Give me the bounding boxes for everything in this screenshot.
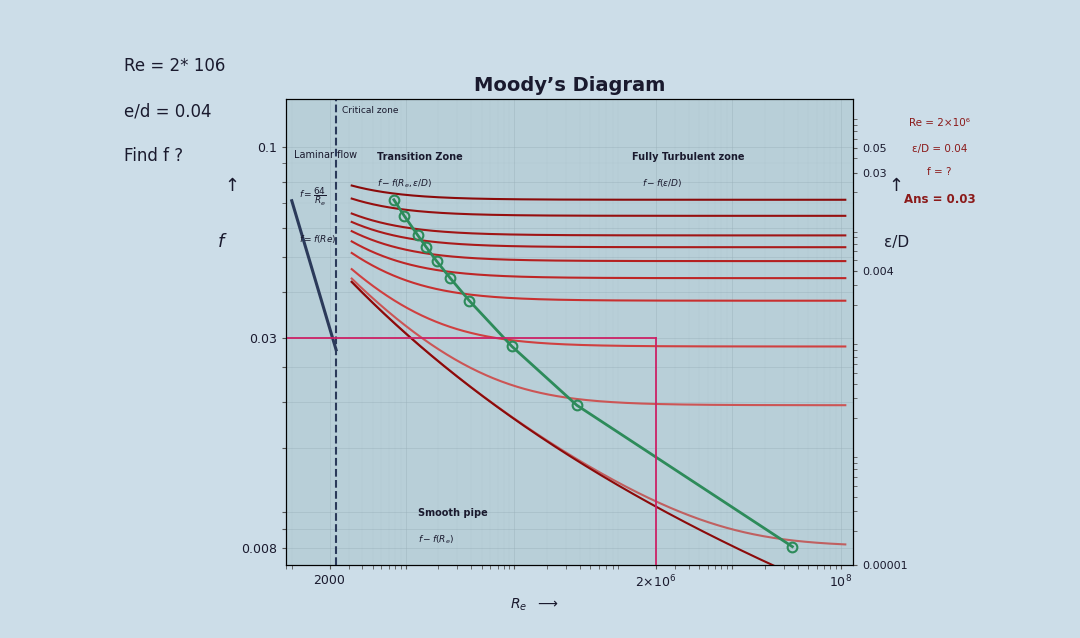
Text: Re = 2×10⁶: Re = 2×10⁶ bbox=[909, 118, 970, 128]
Text: ↑: ↑ bbox=[889, 177, 904, 195]
Title: Moody’s Diagram: Moody’s Diagram bbox=[474, 75, 665, 94]
Text: Find f ?: Find f ? bbox=[124, 147, 184, 165]
Text: Fully Turbulent zone: Fully Turbulent zone bbox=[632, 152, 744, 162]
Text: ε/D: ε/D bbox=[883, 235, 909, 250]
Text: Smooth pipe: Smooth pipe bbox=[418, 508, 488, 517]
Text: $f = \dfrac{64}{R_e}$: $f = \dfrac{64}{R_e}$ bbox=[299, 186, 327, 208]
Text: e/d = 0.04: e/d = 0.04 bbox=[124, 102, 212, 120]
Text: $f - f(R_e, \varepsilon/D)$: $f - f(R_e, \varepsilon/D)$ bbox=[377, 177, 433, 189]
Text: $f - f(R_e)$: $f - f(R_e)$ bbox=[418, 533, 454, 545]
Text: ↑: ↑ bbox=[225, 177, 240, 195]
Text: Critical zone: Critical zone bbox=[342, 106, 399, 115]
Text: f: f bbox=[218, 234, 225, 251]
Text: Transition Zone: Transition Zone bbox=[377, 152, 463, 162]
Text: Laminar flow: Laminar flow bbox=[295, 150, 357, 160]
Text: $f = f(Re)$: $f = f(Re)$ bbox=[299, 233, 337, 245]
Text: ε/D = 0.04: ε/D = 0.04 bbox=[912, 144, 968, 154]
Text: $f - f(\varepsilon/D)$: $f - f(\varepsilon/D)$ bbox=[643, 177, 683, 189]
Text: f = ?: f = ? bbox=[928, 167, 951, 177]
Text: Re = 2* 106: Re = 2* 106 bbox=[124, 57, 226, 75]
Text: $R_e$  $\longrightarrow$: $R_e$ $\longrightarrow$ bbox=[510, 597, 559, 613]
Text: Ans = 0.03: Ans = 0.03 bbox=[904, 193, 975, 205]
